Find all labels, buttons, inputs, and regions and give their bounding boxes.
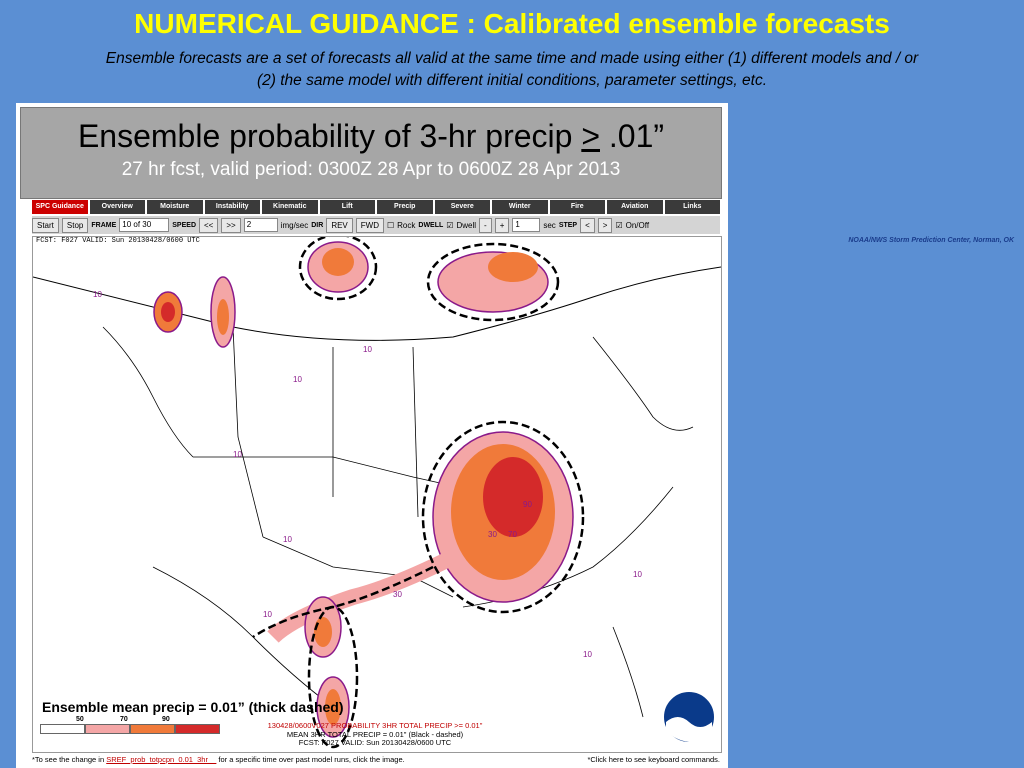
footer-left-suffix: for a specific time over past model runs… xyxy=(216,754,405,764)
map-caption: 130428/0600V027 PROBABILITY 3HR TOTAL PR… xyxy=(250,721,500,748)
dwell-label: DWELL xyxy=(418,221,444,229)
tab-overview[interactable]: Overview xyxy=(89,200,145,214)
map-graphic: 10 10 10 10 10 10 30 70 90 30 10 10 10 xyxy=(33,237,721,749)
speed-unit: img/sec xyxy=(280,220,309,230)
contour-label: 10 xyxy=(263,610,272,619)
tab-spc-guidance[interactable]: SPC Guidance xyxy=(32,200,88,214)
legend-swatch xyxy=(130,724,175,734)
tab-lift[interactable]: Lift xyxy=(319,200,375,214)
rev-button[interactable]: REV xyxy=(326,217,353,233)
figure-title: Ensemble probability of 3-hr precip > .0… xyxy=(21,118,721,155)
contour-label: 10 xyxy=(233,450,242,459)
step-fwd-button[interactable]: > xyxy=(597,217,613,233)
legend-value: 70 xyxy=(120,716,128,723)
contour-label: 70 xyxy=(508,530,517,539)
noaa-logo-icon xyxy=(662,690,716,744)
frame-label: FRAME xyxy=(91,221,117,229)
legend-swatch xyxy=(40,724,85,734)
precip-probability-shading xyxy=(153,241,574,738)
onoff-checkbox[interactable]: ☑ xyxy=(615,220,623,230)
rock-label: Rock xyxy=(397,220,416,230)
slide-subtitle: Ensemble forecasts are a set of forecast… xyxy=(30,48,994,92)
contour-label: 10 xyxy=(283,535,292,544)
dir-label: DIR xyxy=(311,221,324,229)
nav-tabs: SPC Guidance Overview Moisture Instabili… xyxy=(32,200,720,214)
tab-moisture[interactable]: Moisture xyxy=(147,200,203,214)
dwell-field[interactable]: 1 xyxy=(512,218,541,232)
footer-left: *To see the change in SREF_prob_totpcpn_… xyxy=(32,755,405,764)
step-label: STEP xyxy=(558,221,578,229)
legend-label: Ensemble mean precip = 0.01” (thick dash… xyxy=(42,699,344,715)
map-caption-line3: FCST: F027 VALID: Sun 20130428/0600 UTC xyxy=(298,738,452,747)
contour-label: 10 xyxy=(93,290,102,299)
tab-links[interactable]: Links xyxy=(664,200,720,214)
map-credit: NOAA/NWS Storm Prediction Center, Norman… xyxy=(848,237,1014,244)
slide-subtitle-line1: Ensemble forecasts are a set of forecast… xyxy=(105,50,919,67)
faster-button[interactable]: >> xyxy=(221,217,241,233)
figure-title-symbol: > xyxy=(581,118,600,154)
tab-severe[interactable]: Severe xyxy=(434,200,490,214)
legend-value: 90 xyxy=(162,716,170,723)
map-caption-line1: 130428/0600V027 PROBABILITY 3HR TOTAL PR… xyxy=(267,721,483,730)
figure-header: Ensemble probability of 3-hr precip > .0… xyxy=(20,107,722,199)
slide-subtitle-line2: (2) the same model with different initia… xyxy=(256,72,768,89)
figure-title-part1: Ensemble probability of 3-hr precip xyxy=(77,118,582,154)
tab-precip[interactable]: Precip xyxy=(377,200,433,214)
contour-label: 10 xyxy=(583,650,592,659)
footer: *To see the change in SREF_prob_totpcpn_… xyxy=(32,752,720,766)
keyboard-commands-link[interactable]: *Click here to see keyboard commands. xyxy=(587,754,720,764)
tab-aviation[interactable]: Aviation xyxy=(607,200,663,214)
tab-kinematic[interactable]: Kinematic xyxy=(262,200,318,214)
dwell-plus-button[interactable]: + xyxy=(494,217,510,233)
onoff-label: On/Off xyxy=(625,220,650,230)
forecast-map[interactable]: 10 10 10 10 10 10 30 70 90 30 10 10 10 xyxy=(32,236,722,753)
figure-subtitle: 27 hr fcst, valid period: 0300Z 28 Apr t… xyxy=(121,159,621,180)
tab-winter[interactable]: Winter xyxy=(492,200,548,214)
stop-button[interactable]: Stop xyxy=(61,217,89,233)
legend-value: 50 xyxy=(76,716,84,723)
footer-link[interactable]: SREF_prob_totpcpn_0.01_3hr__ xyxy=(106,754,217,764)
speed-label: SPEED xyxy=(172,221,196,229)
sec-label: sec xyxy=(543,220,556,230)
step-back-button[interactable]: < xyxy=(580,217,595,233)
map-caption-line2: MEAN 3HR TOTAL PRECIP = 0.01" (Black - d… xyxy=(286,729,464,739)
slide-title: NUMERICAL GUIDANCE : Calibrated ensemble… xyxy=(134,8,890,39)
speed-field[interactable]: 2 xyxy=(243,218,278,232)
legend-swatch xyxy=(175,724,220,734)
tab-instability[interactable]: Instability xyxy=(204,200,260,214)
contour-label: 10 xyxy=(633,570,642,579)
contour-label: 90 xyxy=(523,500,532,509)
dwell-checkbox[interactable]: ☑ xyxy=(446,220,454,230)
start-button[interactable]: Start xyxy=(32,217,59,233)
contour-label: 10 xyxy=(363,345,372,354)
legend-swatch xyxy=(85,724,130,734)
animation-controls: Start Stop FRAME 10 of 30 SPEED << >> 2 … xyxy=(32,216,720,234)
ensemble-mean-dashed-contours xyxy=(252,237,585,749)
rock-checkbox[interactable]: ☐ xyxy=(386,220,395,230)
tab-fire[interactable]: Fire xyxy=(549,200,605,214)
contour-label: 30 xyxy=(393,590,402,599)
dwell-text: Dwell xyxy=(456,220,477,230)
figure-title-part2: .01” xyxy=(600,118,665,154)
dwell-minus-button[interactable]: - xyxy=(479,217,492,233)
footer-left-prefix: *To see the change in xyxy=(32,754,107,764)
contour-label: 30 xyxy=(488,530,497,539)
legend-color-bar xyxy=(40,724,220,734)
slower-button[interactable]: << xyxy=(199,217,219,233)
frame-field[interactable]: 10 of 30 xyxy=(119,218,170,232)
map-valid-info: FCST: F027 VALID: Sun 20130428/0600 UTC xyxy=(36,237,200,245)
contour-label: 10 xyxy=(293,375,302,384)
fwd-button[interactable]: FWD xyxy=(355,217,384,233)
